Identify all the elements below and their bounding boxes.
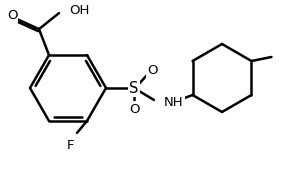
Text: O: O: [7, 9, 17, 22]
Text: OH: OH: [69, 4, 89, 17]
Text: NH: NH: [164, 95, 184, 109]
Text: S: S: [129, 81, 139, 95]
Text: F: F: [67, 139, 75, 152]
Text: O: O: [147, 64, 157, 76]
Text: O: O: [129, 103, 139, 115]
